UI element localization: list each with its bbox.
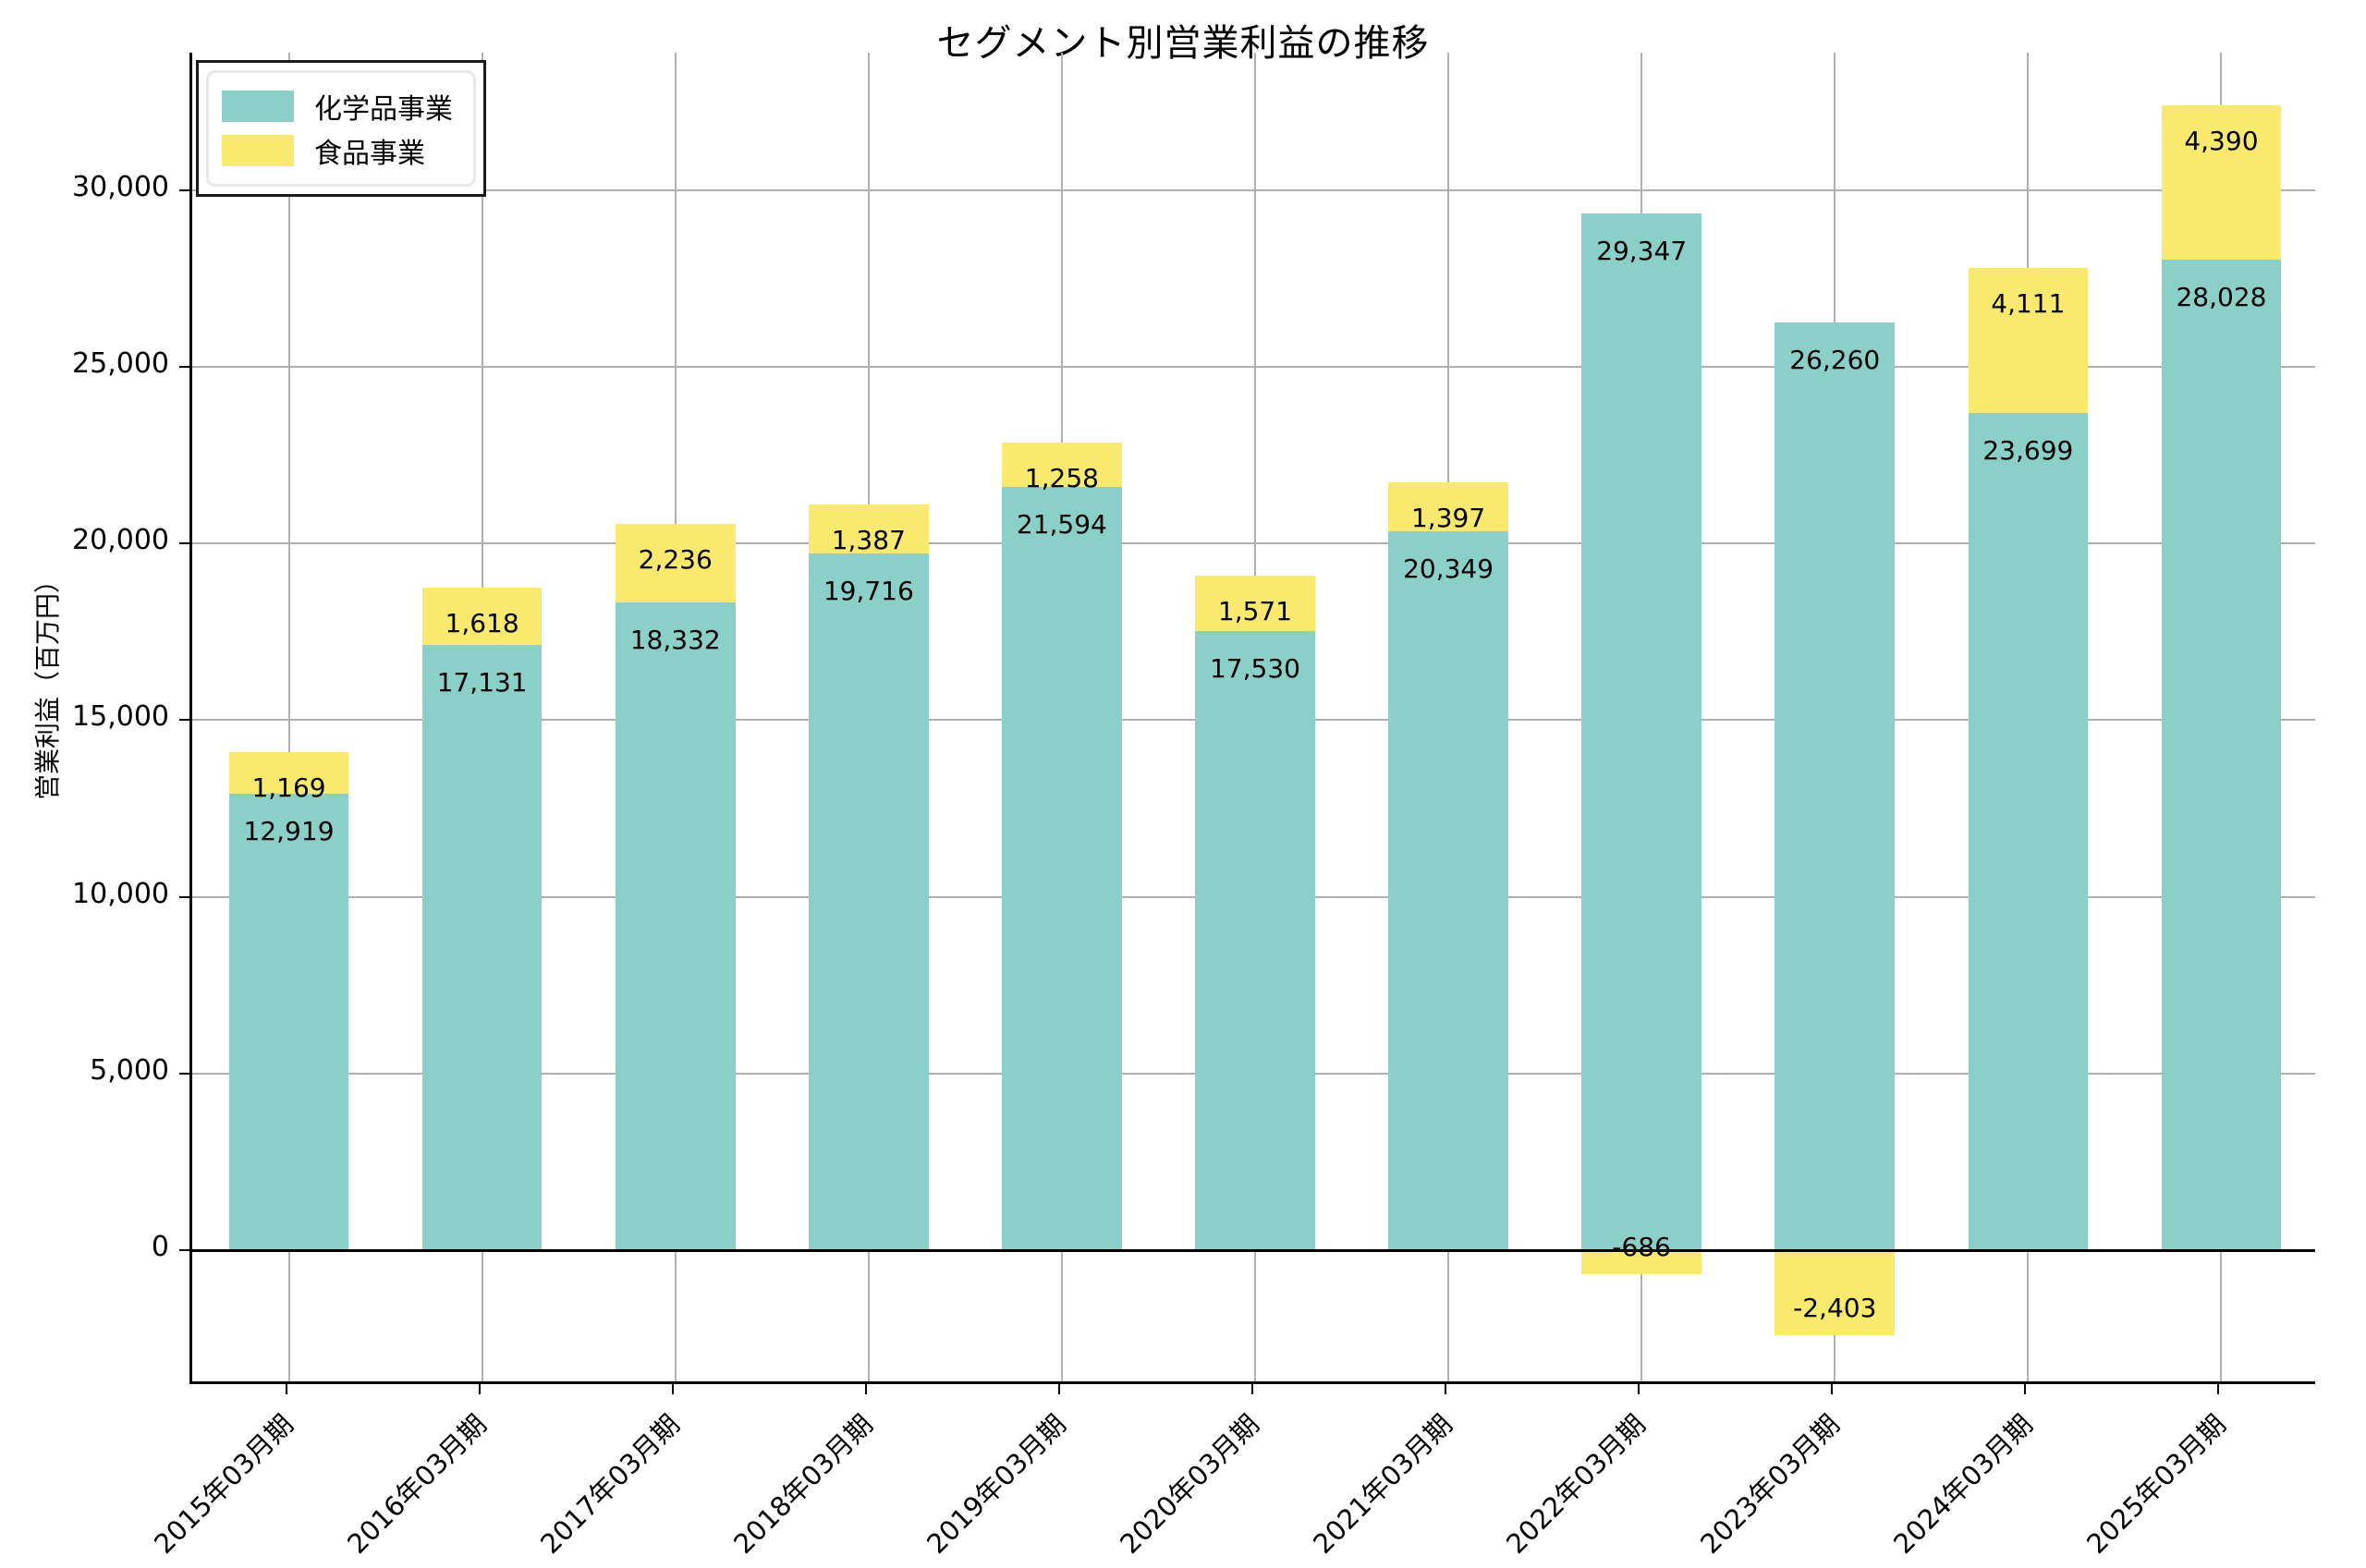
x-axis-tick-label: 2023年03月期 bbox=[1693, 1408, 1846, 1561]
y-axis-tick-mark bbox=[179, 1072, 189, 1075]
plot-inner: 12,919 1,169 17,131 1,618 18,332 2,236 19,716 1… bbox=[192, 53, 2315, 1381]
legend-swatch-chemical bbox=[222, 91, 294, 122]
gridline-horizontal bbox=[192, 542, 2315, 545]
y-axis-tick-label: 0 bbox=[151, 1230, 169, 1263]
y-axis-tick-mark bbox=[179, 1248, 189, 1251]
chart-legend: 化学品事業 食品事業 bbox=[196, 60, 486, 197]
bar-segment-food[interactable] bbox=[1002, 443, 1122, 488]
bar-segment-food[interactable] bbox=[1968, 267, 2089, 413]
bar-segment-chemical[interactable] bbox=[1002, 487, 1122, 1250]
x-axis-tick-mark bbox=[864, 1384, 867, 1394]
bar-segment-chemical[interactable] bbox=[1581, 213, 1701, 1250]
gridline-horizontal bbox=[192, 189, 2315, 192]
bar-segment-chemical[interactable] bbox=[1195, 630, 1315, 1250]
bar-segment-food[interactable] bbox=[1581, 1249, 1701, 1274]
x-axis-tick-mark bbox=[1638, 1384, 1640, 1394]
x-axis-tick-mark bbox=[285, 1384, 287, 1394]
bar-segment-food[interactable] bbox=[615, 523, 736, 603]
y-axis-tick-mark bbox=[179, 366, 189, 369]
legend-inner: 化学品事業 食品事業 bbox=[206, 70, 476, 187]
gridline-vertical bbox=[287, 53, 290, 1381]
bar-group[interactable]: 29,347 -686 bbox=[1581, 53, 1701, 1381]
y-axis-tick-label: 30,000 bbox=[72, 171, 169, 204]
x-axis-tick-mark bbox=[1831, 1384, 1834, 1394]
x-axis-tick-label: 2018年03月期 bbox=[727, 1408, 880, 1561]
bar-segment-food[interactable] bbox=[228, 752, 349, 794]
bar-segment-food[interactable] bbox=[1388, 481, 1508, 531]
bar-segment-food[interactable] bbox=[1774, 1249, 1896, 1335]
x-axis-tick-mark bbox=[2024, 1384, 2027, 1394]
y-axis-tick-mark bbox=[179, 719, 189, 722]
x-axis-tick-label: 2022年03月期 bbox=[1500, 1408, 1653, 1561]
y-axis-tick-mark bbox=[179, 895, 189, 898]
bar-segment-food[interactable] bbox=[421, 588, 543, 645]
x-axis-tick-mark bbox=[478, 1384, 481, 1394]
y-axis-tick-label: 15,000 bbox=[72, 700, 169, 734]
x-axis-tick-label: 2020年03月期 bbox=[1114, 1408, 1266, 1561]
bar-segment-food[interactable] bbox=[2161, 104, 2282, 261]
x-axis-tick-label: 2021年03月期 bbox=[1307, 1408, 1459, 1561]
legend-swatch-food bbox=[222, 135, 294, 166]
x-axis-tick-label: 2015年03月期 bbox=[147, 1408, 299, 1561]
bar-group[interactable]: 19,716 1,387 bbox=[809, 53, 929, 1381]
x-axis-tick-mark bbox=[1057, 1384, 1060, 1394]
y-axis-tick-mark bbox=[179, 189, 189, 192]
bar-segment-chemical[interactable] bbox=[1388, 530, 1508, 1250]
bar-group[interactable]: 17,530 1,571 bbox=[1195, 53, 1315, 1381]
bar-segment-chemical[interactable] bbox=[2161, 260, 2282, 1250]
x-axis-tick-label: 2024年03月期 bbox=[1886, 1408, 2039, 1561]
x-axis-tick-label: 2025年03月期 bbox=[2079, 1408, 2232, 1561]
y-axis-tick-label: 25,000 bbox=[72, 347, 169, 381]
legend-label-chemical: 化学品事業 bbox=[314, 93, 453, 126]
zero-baseline bbox=[192, 1248, 2315, 1252]
gridline-horizontal bbox=[192, 366, 2315, 369]
bar-segment-food[interactable] bbox=[809, 504, 929, 554]
bar-group[interactable]: 20,349 1,397 bbox=[1388, 53, 1508, 1381]
x-axis-tick-mark bbox=[1251, 1384, 1253, 1394]
bar-group[interactable]: 28,028 4,390 bbox=[2161, 53, 2282, 1381]
bar-segment-chemical[interactable] bbox=[421, 644, 543, 1250]
plot-area: 12,919 1,169 17,131 1,618 18,332 2,236 19,716 1… bbox=[189, 53, 2315, 1384]
y-axis-title: 営業利益（百万円） bbox=[32, 567, 63, 801]
bar-group[interactable]: 26,260 -2,403 bbox=[1774, 53, 1896, 1381]
bar-group[interactable]: 17,131 1,618 bbox=[421, 53, 543, 1381]
bar-group[interactable]: 12,919 1,169 bbox=[228, 53, 349, 1381]
x-axis-tick-mark bbox=[671, 1384, 674, 1394]
bar-segment-chemical[interactable] bbox=[1774, 322, 1896, 1250]
x-axis-tick-label: 2019年03月期 bbox=[921, 1408, 1073, 1561]
bar-group[interactable]: 21,594 1,258 bbox=[1002, 53, 1122, 1381]
bar-group[interactable]: 23,699 4,111 bbox=[1968, 53, 2089, 1381]
y-axis-tick-label: 10,000 bbox=[72, 877, 169, 910]
bar-segment-chemical[interactable] bbox=[809, 553, 929, 1250]
x-axis-tick-mark bbox=[1445, 1384, 1447, 1394]
y-axis-tick-label: 20,000 bbox=[72, 524, 169, 557]
bar-segment-chemical[interactable] bbox=[615, 602, 736, 1250]
x-axis-tick-label: 2017年03月期 bbox=[534, 1408, 687, 1561]
legend-item-chemical[interactable]: 化学品事業 bbox=[222, 84, 453, 128]
bar-group[interactable]: 18,332 2,236 bbox=[615, 53, 736, 1381]
bar-segment-chemical[interactable] bbox=[1968, 412, 2089, 1250]
x-axis-tick-mark bbox=[2217, 1384, 2220, 1394]
x-axis-tick-label: 2016年03月期 bbox=[341, 1408, 493, 1561]
legend-label-food: 食品事業 bbox=[314, 138, 425, 170]
y-axis-tick-label: 5,000 bbox=[90, 1053, 169, 1087]
y-axis-tick-mark bbox=[179, 542, 189, 545]
bar-segment-chemical[interactable] bbox=[228, 793, 349, 1250]
page-title: セグメント別営業利益の推移 bbox=[936, 22, 1430, 65]
bar-segment-food[interactable] bbox=[1195, 575, 1315, 631]
legend-item-food[interactable]: 食品事業 bbox=[222, 128, 453, 173]
